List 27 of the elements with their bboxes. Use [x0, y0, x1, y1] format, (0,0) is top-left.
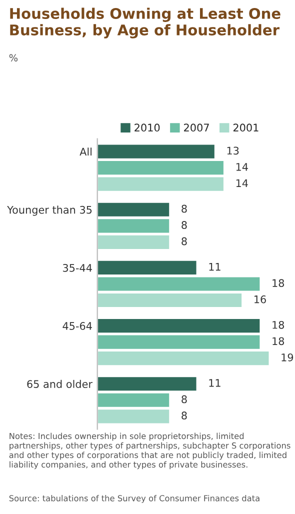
legend-label: 2010 [134, 124, 160, 132]
y-tick-label: All [80, 148, 92, 156]
text: % [9, 54, 18, 62]
y-tick-label: 65 and older [27, 380, 92, 388]
data-label: 8 [182, 204, 187, 213]
y-tick-label: 45-64 [62, 322, 92, 330]
source-note: Source: tabulations of the Survey of Consumer Finances data [9, 494, 260, 503]
data-label: 8 [182, 412, 187, 420]
data-label: 19 [282, 353, 294, 362]
legend-label: 2001 [233, 124, 258, 132]
data-label: 8 [182, 237, 187, 246]
data-label: 13 [227, 146, 239, 155]
text: Notes: Includes ownership in sole proprietorships, limited partnerships, other types of partnerships, subchapter S corporations and other types of corporations that are not publicly traded, limited liability companies, and other types of private businesses. [9, 432, 290, 470]
data-label: 18 [272, 279, 284, 288]
data-label: 11 [209, 379, 220, 387]
legend-label: 2007 [184, 124, 209, 132]
data-label: 18 [272, 320, 284, 329]
data-label: 14 [236, 163, 248, 171]
y-tick-label: 35-44 [63, 264, 92, 272]
data-label: 11 [209, 263, 220, 271]
chart-title: Households Owning at Least One Business, by Age of Householder [10, 8, 280, 38]
y-tick-label: Younger than 35 [7, 206, 92, 216]
data-label: 8 [182, 221, 187, 229]
data-label: 18 [272, 337, 284, 346]
data-label: 16 [254, 295, 266, 304]
data-label: 14 [236, 179, 248, 187]
data-label: 8 [182, 395, 187, 404]
